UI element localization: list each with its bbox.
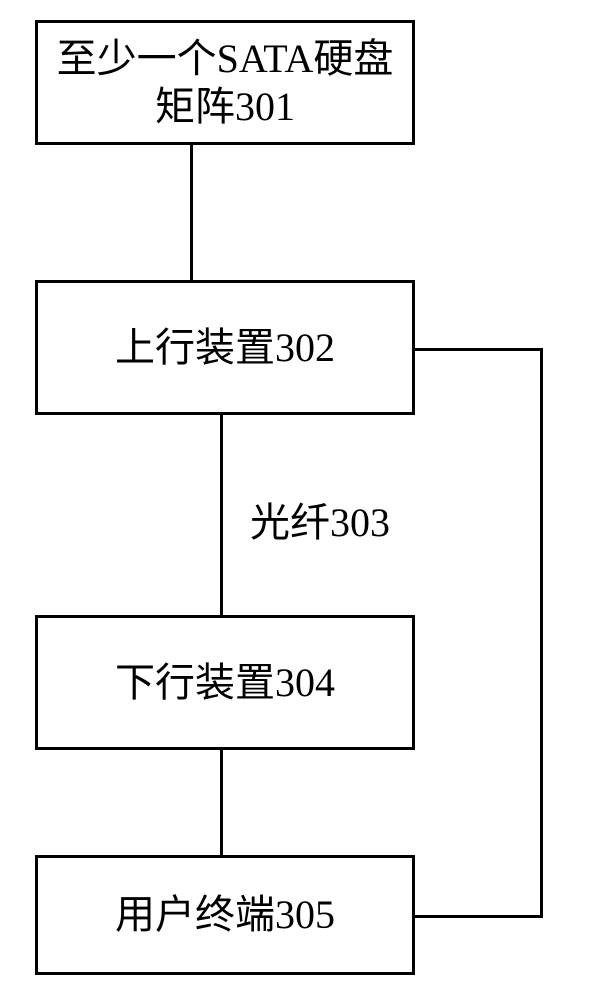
node-user-terminal-label: 用户终端305 — [115, 891, 335, 939]
connector-right-v — [540, 348, 543, 918]
node-user-terminal: 用户终端305 — [35, 855, 415, 975]
edge-label-fiber: 光纤303 — [250, 490, 390, 548]
node-sata-array: 至少一个SATA硬盘 矩阵301 — [35, 20, 415, 145]
node-downlink-device: 下行装置304 — [35, 615, 415, 750]
connector-right-top-h — [415, 348, 543, 351]
connector-2-3 — [220, 415, 223, 615]
node-downlink-device-label: 下行装置304 — [115, 659, 335, 707]
node-sata-array-line1: 至少一个SATA硬盘 — [57, 35, 394, 83]
connector-1-2 — [190, 145, 193, 280]
node-uplink-device: 上行装置302 — [35, 280, 415, 415]
node-uplink-device-label: 上行装置302 — [115, 324, 335, 372]
node-sata-array-line2: 矩阵301 — [155, 83, 295, 131]
connector-3-4 — [220, 750, 223, 855]
connector-right-bot-h — [415, 915, 543, 918]
